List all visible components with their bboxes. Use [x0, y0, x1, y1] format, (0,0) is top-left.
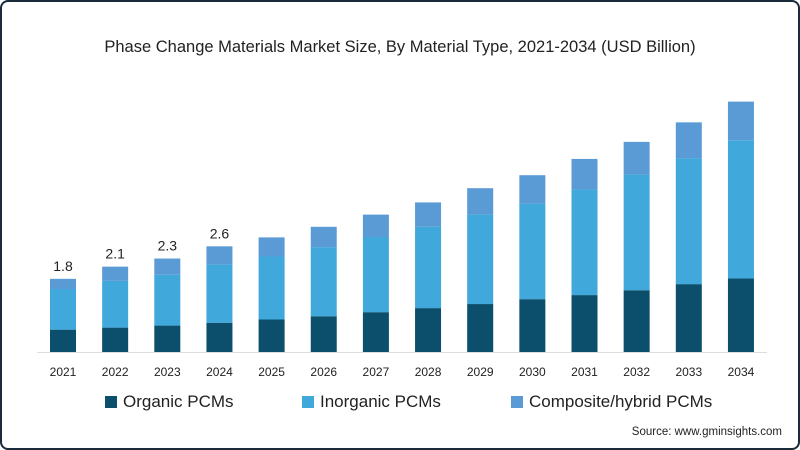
legend-swatch-inorganic — [302, 396, 314, 408]
bar-composite-2024 — [206, 246, 233, 265]
bar-composite-2033 — [675, 122, 702, 159]
legend-label-inorganic: Inorganic PCMs — [320, 392, 441, 411]
bar-inorganic-2031 — [571, 189, 598, 296]
bar-composite-2031 — [571, 158, 598, 190]
bar-inorganic-2027 — [362, 236, 389, 313]
bar-organic-2034 — [727, 278, 754, 352]
x-tick-label: 2022 — [102, 365, 129, 379]
bar-composite-2032 — [623, 141, 650, 175]
bar-organic-2029 — [467, 304, 494, 352]
x-tick-label: 2031 — [571, 365, 598, 379]
x-tick-label: 2028 — [415, 365, 442, 379]
bar-inorganic-2022 — [102, 280, 129, 328]
source-note: Source: www.gminsights.com — [631, 426, 782, 438]
bar-composite-2029 — [467, 188, 494, 215]
bar-organic-2031 — [571, 295, 598, 352]
bar-organic-2028 — [415, 308, 442, 352]
legend-swatch-composite — [511, 396, 523, 408]
legend-item-composite: Composite/hybrid PCMs — [511, 392, 712, 412]
legend-item-inorganic: Inorganic PCMs — [302, 392, 441, 412]
bar-organic-2024 — [206, 322, 233, 352]
data-label-2023: 2.3 — [158, 238, 178, 254]
bar-composite-2027 — [362, 214, 389, 237]
bar-composite-2023 — [154, 258, 181, 275]
bar-organic-2030 — [519, 299, 546, 352]
bar-organic-2032 — [623, 290, 650, 352]
x-tick-label: 2033 — [675, 365, 702, 379]
bar-inorganic-2023 — [154, 274, 181, 326]
bar-inorganic-2026 — [310, 247, 337, 317]
bar-organic-2033 — [675, 284, 702, 352]
x-tick-label: 2030 — [519, 365, 546, 379]
chart-title: Phase Change Materials Market Size, By M… — [104, 38, 696, 56]
bar-inorganic-2029 — [467, 214, 494, 305]
legend-label-organic: Organic PCMs — [123, 392, 234, 411]
bar-composite-2022 — [102, 266, 129, 281]
legend-label-composite: Composite/hybrid PCMs — [529, 392, 713, 411]
bar-organic-2021 — [50, 329, 76, 352]
bar-organic-2026 — [310, 316, 337, 352]
bar-inorganic-2033 — [675, 158, 702, 285]
legend-swatch-organic — [105, 396, 117, 408]
bar-organic-2027 — [362, 312, 389, 352]
data-label-2021: 1.8 — [53, 258, 73, 274]
bar-inorganic-2034 — [727, 140, 754, 279]
x-tick-label: 2026 — [310, 365, 337, 379]
x-tick-label: 2029 — [467, 365, 494, 379]
bar-inorganic-2032 — [623, 174, 650, 291]
bar-composite-2034 — [727, 101, 754, 141]
bar-inorganic-2030 — [519, 203, 546, 300]
bar-inorganic-2025 — [258, 256, 285, 320]
bar-composite-2026 — [310, 226, 337, 248]
x-tick-label: 2025 — [258, 365, 285, 379]
bar-composite-2028 — [415, 202, 442, 227]
data-label-2024: 2.6 — [210, 225, 230, 241]
bar-composite-2021 — [50, 278, 76, 289]
bar-organic-2022 — [102, 327, 129, 352]
x-tick-label: 2023 — [154, 365, 181, 379]
x-tick-label: 2027 — [363, 365, 390, 379]
x-tick-label: 2032 — [623, 365, 650, 379]
x-tick-label: 2024 — [206, 365, 233, 379]
x-tick-label: 2021 — [50, 365, 77, 379]
bar-inorganic-2021 — [50, 289, 76, 330]
data-label-2022: 2.1 — [105, 246, 125, 262]
bar-composite-2025 — [258, 237, 285, 257]
x-tick-label: 2034 — [728, 365, 755, 379]
bar-organic-2023 — [154, 325, 181, 352]
bar-inorganic-2024 — [206, 264, 233, 323]
bar-composite-2030 — [519, 175, 546, 204]
bar-organic-2025 — [258, 319, 285, 352]
legend-item-organic: Organic PCMs — [105, 392, 234, 412]
bar-inorganic-2028 — [415, 226, 442, 309]
